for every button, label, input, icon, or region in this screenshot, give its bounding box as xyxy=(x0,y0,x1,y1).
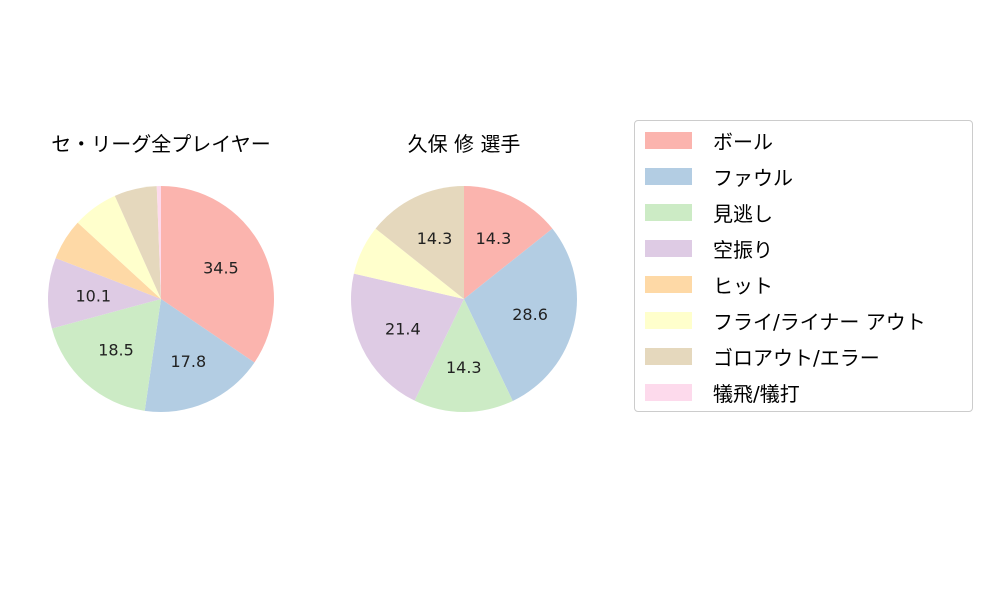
chart-title-player: 久保 修 選手 xyxy=(407,132,521,156)
slice-label: 21.4 xyxy=(385,319,421,338)
pie-slice xyxy=(114,186,161,299)
slice-label: 14.3 xyxy=(417,229,453,248)
legend-swatch xyxy=(645,383,692,401)
legend-item: ゴロアウト/エラー xyxy=(645,344,880,370)
legend-label: ボール xyxy=(713,129,773,154)
pie-league: 34.5 17.8 18.5 10.1 xyxy=(47,186,274,412)
pie-slice xyxy=(350,273,464,401)
legend-swatch xyxy=(645,311,692,329)
legend-item: ボール xyxy=(645,128,773,154)
legend-label: フライ/ライナー アウト xyxy=(713,309,926,334)
pie-slice xyxy=(464,185,553,299)
slice-label: 34.5 xyxy=(203,258,239,277)
pie-player: 14.3 28.6 14.3 21.4 14.3 xyxy=(350,185,577,412)
pie-slice xyxy=(144,299,255,412)
legend-item: ヒット xyxy=(645,272,773,298)
slice-label: 14.3 xyxy=(446,358,482,377)
legend-item: フライ/ライナー アウト xyxy=(645,308,926,334)
legend-label: 見逃し xyxy=(713,201,773,226)
legend-swatch xyxy=(645,203,692,221)
slice-label: 17.8 xyxy=(171,352,207,371)
legend-swatch xyxy=(645,347,692,365)
pie-slice xyxy=(414,299,513,412)
legend-label: ファウル xyxy=(713,165,793,190)
pie-slice xyxy=(51,299,161,411)
legend: ボールファウル見逃し空振りヒットフライ/ライナー アウト ゴロアウト/エラー 犠飛/… xyxy=(634,120,973,412)
legend-item: 犠飛/犠打 xyxy=(645,380,800,406)
slice-label: 28.6 xyxy=(512,305,548,324)
legend-label: ゴロアウト/エラー xyxy=(713,345,880,370)
legend-swatch xyxy=(645,131,692,149)
legend-swatch xyxy=(645,275,692,293)
legend-label: 空振り xyxy=(713,237,773,262)
legend-label: ヒット xyxy=(713,273,773,298)
legend-item: 空振り xyxy=(645,236,773,262)
legend-label: 犠飛/犠打 xyxy=(713,381,800,406)
pie-slice xyxy=(161,186,274,363)
pie-slice xyxy=(464,228,577,401)
pie-slice xyxy=(55,222,161,299)
pie-slice xyxy=(47,258,161,329)
legend-swatch xyxy=(645,167,692,185)
slice-label: 10.1 xyxy=(75,286,111,305)
legend-swatch xyxy=(645,239,692,257)
pie-slice xyxy=(77,195,161,299)
legend-item: 見逃し xyxy=(645,200,773,226)
pie-slice xyxy=(375,186,464,299)
slice-label: 14.3 xyxy=(476,229,512,248)
pie-slice xyxy=(353,228,464,299)
slice-label: 18.5 xyxy=(98,341,134,360)
legend-item: ファウル xyxy=(645,164,793,190)
pie-slice xyxy=(156,186,161,299)
chart-title-league: セ・リーグ全プレイヤー xyxy=(51,132,271,156)
